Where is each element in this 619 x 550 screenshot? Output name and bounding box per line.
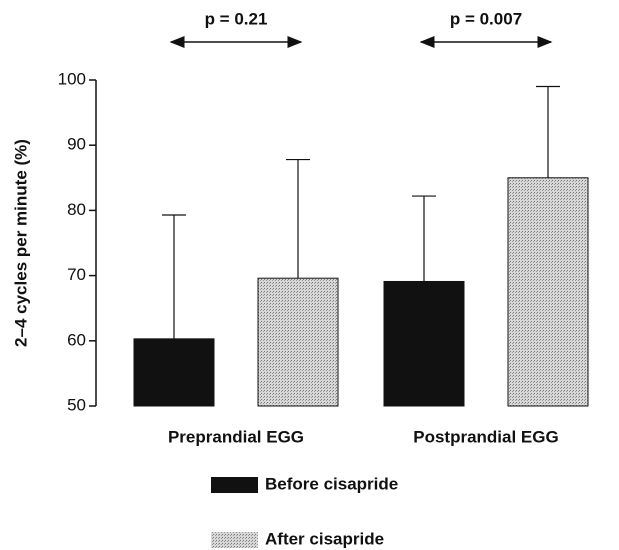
- bar: [507, 177, 589, 407]
- y-tick-label: 100: [58, 69, 86, 88]
- bar: [257, 277, 339, 407]
- bar: [383, 280, 465, 407]
- y-tick-label: 70: [67, 265, 86, 284]
- bar: [133, 338, 215, 407]
- y-axis-label: 2–4 cycles per minute (%): [11, 139, 30, 347]
- legend-swatch: [211, 532, 258, 548]
- x-tick-label: Preprandial EGG: [168, 427, 304, 446]
- legend-swatch: [211, 477, 258, 493]
- y-tick-label: 50: [67, 395, 86, 414]
- annotation: p = 0.21: [205, 9, 268, 28]
- y-tick-label: 60: [67, 330, 86, 349]
- y-tick-label: 90: [67, 135, 86, 154]
- y-tick-label: 80: [67, 200, 86, 219]
- annotation: p = 0.007: [450, 9, 522, 28]
- x-tick-label: Postprandial EGG: [413, 427, 558, 446]
- legend-label: Before cisapride: [265, 474, 398, 493]
- legend-label: After cisapride: [265, 529, 384, 548]
